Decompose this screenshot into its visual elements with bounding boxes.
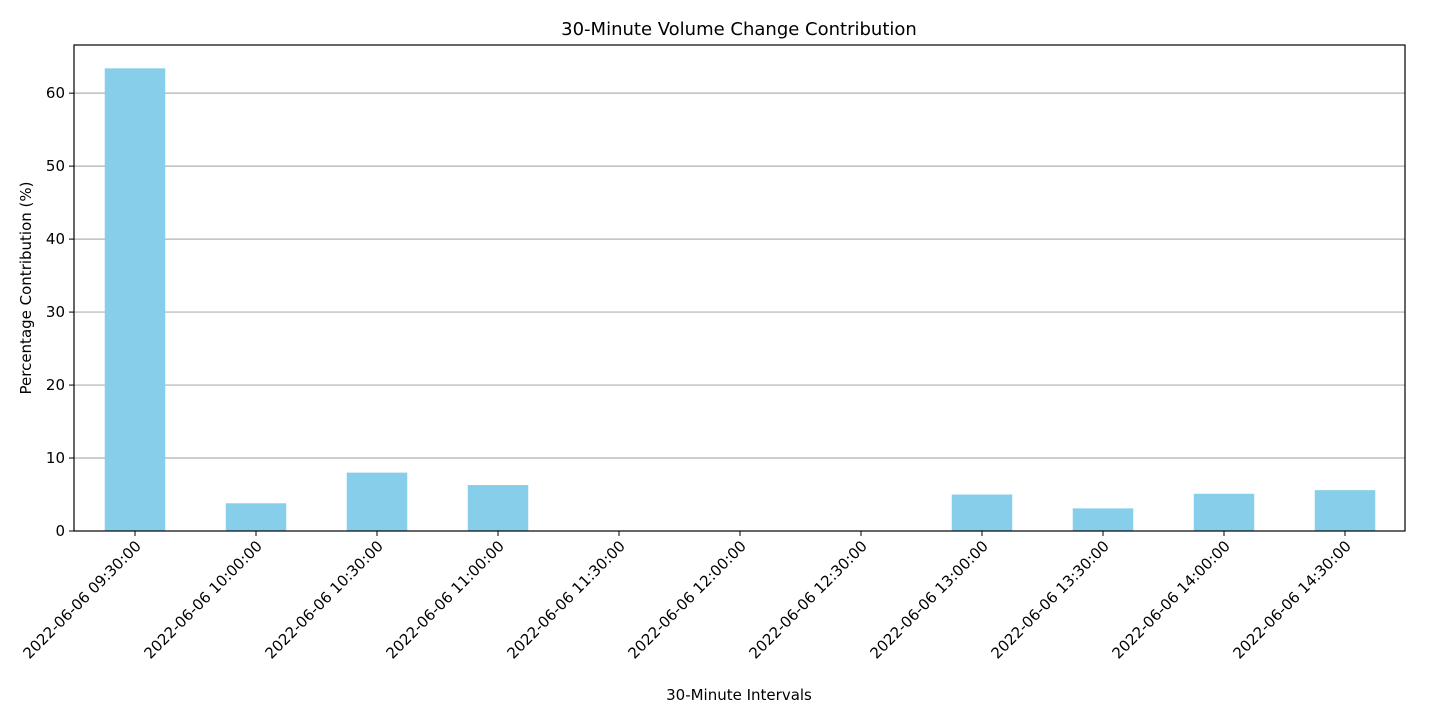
bar	[951, 494, 1013, 531]
bar	[104, 68, 166, 531]
y-tick-label: 30	[46, 303, 65, 321]
y-tick-label: 60	[46, 84, 65, 102]
y-tick-label: 20	[46, 376, 65, 394]
y-tick-label: 0	[55, 522, 65, 540]
gridlines	[74, 92, 1405, 459]
y-axis-ticks: 0 10 20 30 40 50 60	[46, 84, 74, 540]
x-tick-label: 2022-06-06 11:30:00	[503, 537, 628, 662]
bar	[225, 503, 287, 531]
x-tick-label: 2022-06-06 13:00:00	[866, 537, 991, 662]
x-axis-label: 30-Minute Intervals	[666, 686, 812, 704]
bar	[1193, 493, 1255, 531]
x-tick-label: 2022-06-06 09:30:00	[19, 537, 144, 662]
chart-title: 30-Minute Volume Change Contribution	[561, 19, 917, 40]
y-tick-label: 10	[46, 449, 65, 467]
bar	[1072, 508, 1134, 531]
x-tick-label: 2022-06-06 14:00:00	[1108, 537, 1233, 662]
bar	[346, 472, 408, 531]
y-tick-label: 50	[46, 157, 65, 175]
y-tick-label: 40	[46, 230, 65, 248]
x-tick-label: 2022-06-06 12:30:00	[745, 537, 870, 662]
x-tick-label: 2022-06-06 12:00:00	[624, 537, 749, 662]
x-tick-label: 2022-06-06 10:00:00	[140, 537, 265, 662]
x-tick-label: 2022-06-06 14:30:00	[1229, 537, 1354, 662]
bar	[467, 485, 529, 531]
x-tick-label: 2022-06-06 10:30:00	[261, 537, 386, 662]
x-tick-label: 2022-06-06 13:30:00	[987, 537, 1112, 662]
bars	[104, 68, 1376, 531]
x-tick-label: 2022-06-06 11:00:00	[382, 537, 507, 662]
y-axis-label: Percentage Contribution (%)	[17, 181, 35, 394]
bar	[1314, 490, 1376, 531]
